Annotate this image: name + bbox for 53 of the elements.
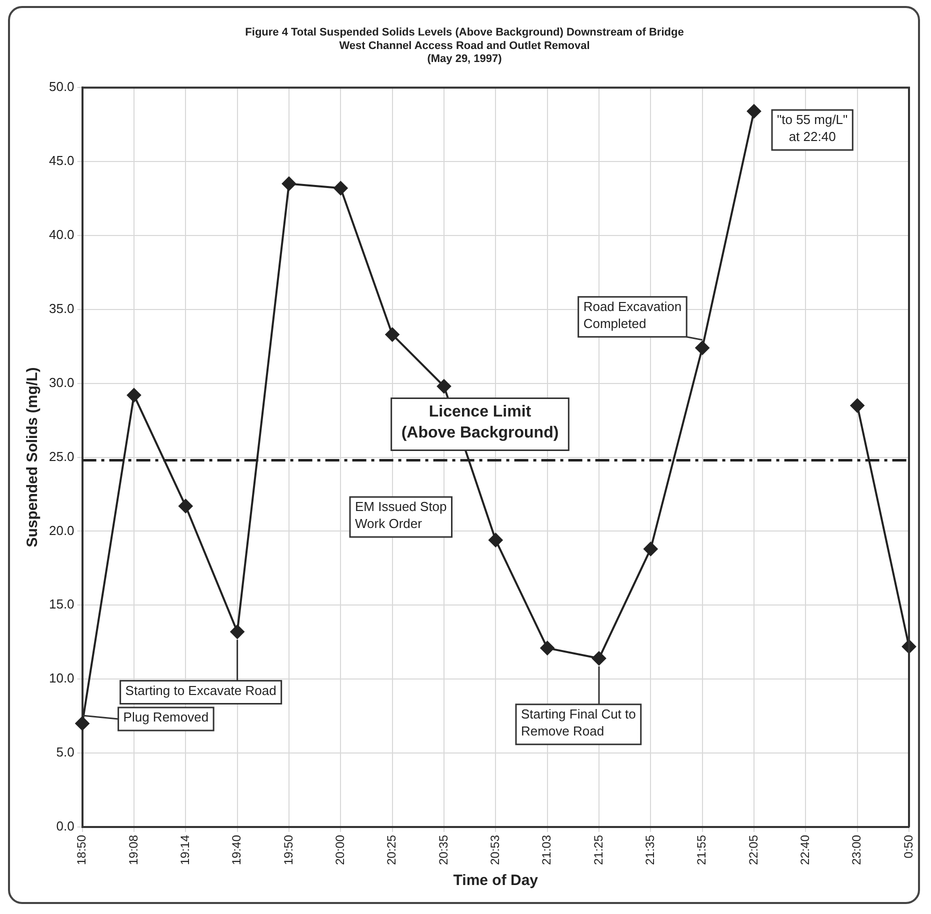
y-tick-label: 50.0	[48, 79, 74, 94]
annotation: "to 55 mg/L" at 22:40	[777, 112, 848, 144]
x-tick-label: 18:50	[74, 834, 89, 865]
point	[334, 181, 348, 196]
point	[282, 176, 296, 191]
y-tick-label: 10.0	[48, 670, 74, 686]
x-tick-label: 20:53	[488, 834, 502, 865]
x-axis-title: Time of Day	[453, 872, 539, 890]
point	[592, 651, 606, 666]
y-tick-label: 30.0	[48, 374, 74, 390]
annotation: Road Excavation Completed	[583, 298, 682, 331]
annotation: EM Issued Stop Work Order	[355, 499, 447, 532]
x-tick-label: 19:14	[178, 834, 192, 865]
point	[644, 542, 658, 556]
ref-line-label: Licence Limit (Above Background)	[401, 404, 559, 442]
point	[178, 499, 193, 514]
annotation: Plug Removed	[123, 710, 209, 725]
x-tick-label: 0:50	[901, 834, 916, 858]
point	[850, 398, 864, 413]
y-tick-label: 25.0	[48, 448, 74, 464]
point	[540, 641, 554, 656]
point	[126, 388, 141, 402]
x-tick-label: 19:50	[281, 834, 296, 865]
x-tick-label: 19:08	[126, 834, 140, 865]
x-tick-label: 21:03	[540, 834, 554, 865]
point	[695, 340, 710, 355]
point	[746, 104, 761, 118]
y-tick-label: 15.0	[48, 596, 74, 612]
y-tick-label: 40.0	[48, 227, 74, 242]
y-tick-label: 5.0	[56, 744, 74, 760]
annotation: Starting Final Cut to Remove Road	[520, 706, 636, 738]
x-tick-label: 20:00	[332, 834, 347, 865]
x-tick-label: 23:00	[850, 834, 864, 865]
x-tick-label: 21:25	[591, 834, 606, 865]
y-tick-label: 20.0	[48, 522, 74, 538]
y-tick-label: 35.0	[48, 300, 74, 316]
x-tick-label: 20:35	[436, 834, 450, 865]
y-axis-title: Suspended Solids (mg/L)	[24, 367, 42, 548]
chart-title: Figure 4 Total Suspended Solids Levels (Above Background) Downstream of Bridge West Channel Access Road and Outlet Removal (May 29, 1997)	[245, 26, 684, 66]
x-tick-label: 19:40	[230, 834, 244, 865]
point	[385, 328, 400, 342]
x-tick-label: 21:35	[642, 834, 657, 865]
annotation: Starting to Excavate Road	[125, 682, 276, 698]
x-tick-label: 22:05	[746, 834, 760, 865]
x-tick-label: 21:55	[694, 834, 709, 865]
y-tick-label: 45.0	[48, 153, 74, 168]
point	[75, 716, 90, 730]
point	[230, 624, 244, 639]
y-tick-label: 0.0	[56, 818, 74, 834]
x-tick-label: 22:40	[798, 834, 812, 865]
point	[436, 379, 451, 394]
point	[488, 533, 503, 548]
x-tick-label: 20:25	[384, 834, 399, 865]
